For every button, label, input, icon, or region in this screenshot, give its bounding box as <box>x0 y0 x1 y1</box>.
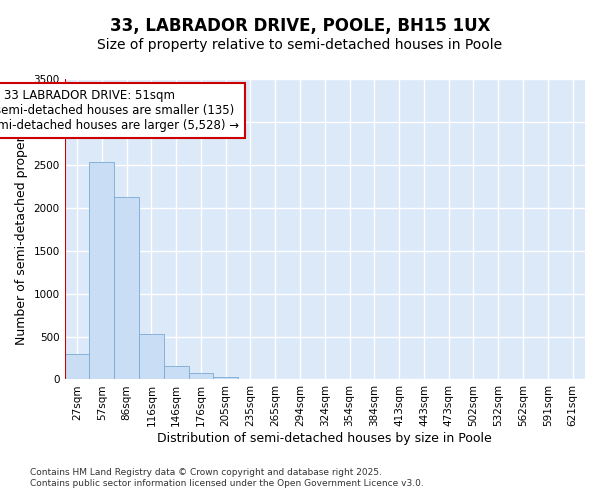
Bar <box>164 366 188 380</box>
Bar <box>114 198 139 380</box>
Bar <box>139 334 164 380</box>
Bar <box>89 162 114 380</box>
Bar <box>65 354 89 380</box>
Bar <box>214 377 238 380</box>
Text: Contains HM Land Registry data © Crown copyright and database right 2025.
Contai: Contains HM Land Registry data © Crown c… <box>30 468 424 487</box>
Text: Size of property relative to semi-detached houses in Poole: Size of property relative to semi-detach… <box>97 38 503 52</box>
Text: 33, LABRADOR DRIVE, POOLE, BH15 1UX: 33, LABRADOR DRIVE, POOLE, BH15 1UX <box>110 18 490 36</box>
Y-axis label: Number of semi-detached properties: Number of semi-detached properties <box>15 114 28 345</box>
Bar <box>188 373 214 380</box>
X-axis label: Distribution of semi-detached houses by size in Poole: Distribution of semi-detached houses by … <box>157 432 492 445</box>
Text: 33 LABRADOR DRIVE: 51sqm
← 2% of semi-detached houses are smaller (135)
97% of s: 33 LABRADOR DRIVE: 51sqm ← 2% of semi-de… <box>0 90 239 132</box>
